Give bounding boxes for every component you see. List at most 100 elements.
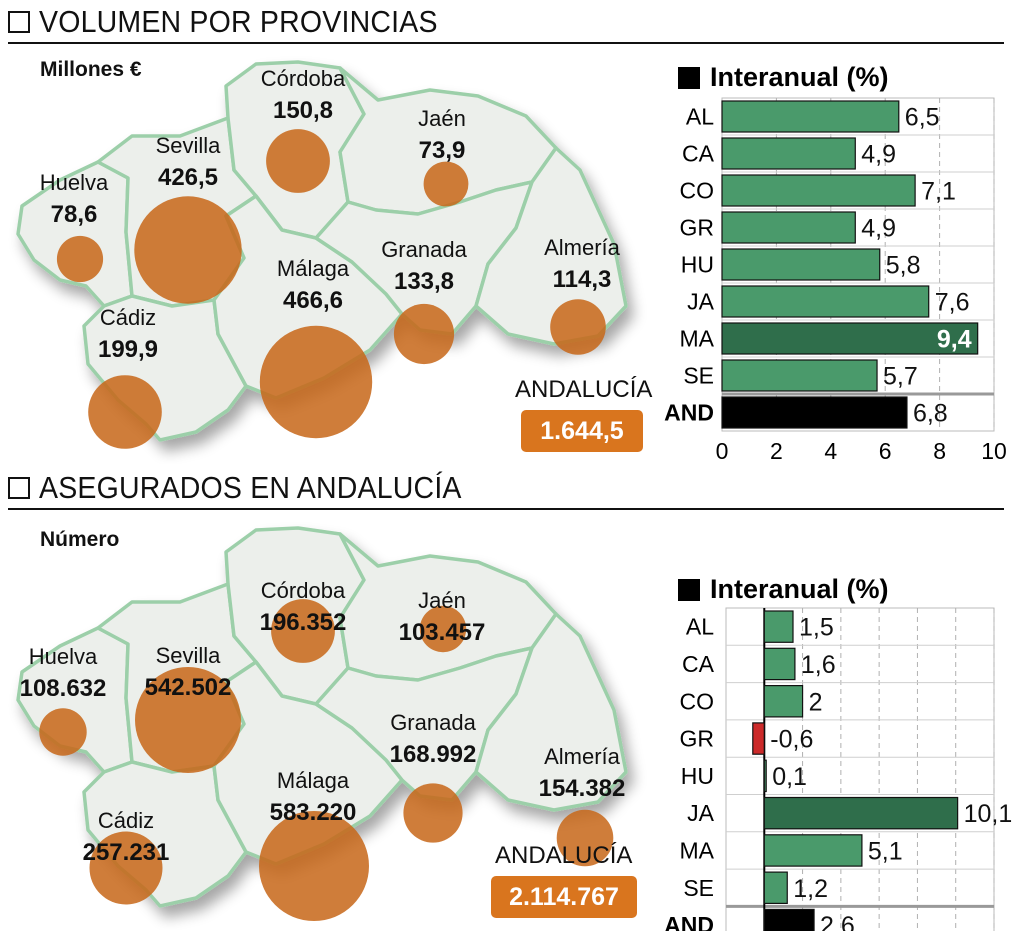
bar-ma bbox=[763, 834, 863, 867]
category-label-gr: GR bbox=[680, 726, 715, 752]
bubble-almeria bbox=[550, 299, 606, 355]
bubble-jaen bbox=[419, 605, 467, 653]
bar-se bbox=[763, 871, 788, 905]
category-label-ca: CA bbox=[682, 651, 715, 677]
bubble-cordoba bbox=[266, 129, 330, 193]
asegurados-section: ASEGURADOS EN ANDALUCÍA Número Huelva 108… bbox=[0, 466, 1020, 931]
province-shape-almeria bbox=[474, 612, 628, 812]
bar-hu bbox=[763, 759, 767, 793]
bubble-malaga bbox=[259, 811, 369, 921]
province-name-malaga: Málaga bbox=[277, 256, 350, 281]
chart-title-square-icon bbox=[678, 579, 700, 601]
value-label-al: 1,5 bbox=[799, 614, 834, 642]
bar-se bbox=[721, 359, 878, 392]
interanual-bar-chart-asegurados: Interanual (%) AL 1,5 CA 1,6 CO 2 GR -0,6 HU 0,1 JA… bbox=[664, 574, 1013, 931]
bubble-sevilla bbox=[135, 667, 241, 773]
x-tick-label: 6 bbox=[879, 438, 892, 464]
category-label-gr: GR bbox=[680, 215, 715, 241]
province-value-almeria: 114,3 bbox=[553, 266, 612, 293]
category-label-se: SE bbox=[683, 875, 714, 901]
value-label-al: 6,5 bbox=[905, 104, 940, 132]
category-label-ja: JA bbox=[687, 289, 715, 315]
bubble-almeria bbox=[556, 809, 614, 867]
value-label-and: 6,8 bbox=[913, 400, 948, 428]
bubble-huelva bbox=[56, 235, 104, 283]
bar-ja bbox=[763, 796, 959, 830]
bar-ca bbox=[721, 137, 856, 170]
bubble-granada bbox=[393, 303, 455, 365]
category-label-co: CO bbox=[680, 178, 715, 204]
x-tick-label: 8 bbox=[933, 438, 946, 464]
category-label-al: AL bbox=[686, 614, 714, 640]
chart-title: Interanual (%) bbox=[710, 574, 889, 604]
category-label-hu: HU bbox=[681, 252, 714, 278]
bar-al bbox=[721, 100, 900, 133]
total-label: ANDALUCÍA bbox=[495, 842, 633, 869]
province-value-cordoba: 196.352 bbox=[260, 609, 347, 636]
province-name-sevilla: Sevilla bbox=[156, 133, 222, 158]
province-name-cordoba: Córdoba bbox=[261, 66, 346, 91]
value-label-ca: 4,9 bbox=[861, 141, 896, 169]
bar-ja bbox=[721, 285, 930, 318]
section-title-text: ASEGURADOS EN ANDALUCÍA bbox=[39, 470, 462, 505]
bar-and bbox=[721, 396, 908, 429]
province-name-jaen: Jaén bbox=[418, 588, 466, 613]
category-label-ma: MA bbox=[680, 837, 715, 863]
province-name-huelva: Huelva bbox=[40, 170, 109, 195]
category-label-ca: CA bbox=[682, 141, 715, 167]
chart-title: Interanual (%) bbox=[710, 62, 889, 92]
value-label-hu: 5,8 bbox=[886, 252, 921, 280]
bar-al bbox=[763, 610, 794, 643]
province-name-almeria: Almería bbox=[544, 235, 621, 260]
province-value-granada: 168.992 bbox=[390, 741, 477, 768]
province-value-huelva: 108.632 bbox=[20, 675, 107, 702]
province-name-granada: Granada bbox=[381, 237, 467, 262]
section-title-volumen: VOLUMEN POR PROVINCIAS bbox=[8, 4, 472, 40]
bar-co bbox=[763, 685, 804, 718]
category-label-and: AND bbox=[664, 912, 714, 931]
bubble-sevilla bbox=[134, 196, 242, 304]
category-label-co: CO bbox=[680, 688, 715, 714]
province-value-jaen: 103.457 bbox=[399, 619, 486, 646]
province-name-huelva: Huelva bbox=[29, 644, 98, 669]
value-label-co: 7,1 bbox=[921, 178, 956, 206]
province-value-granada: 133,8 bbox=[394, 268, 454, 295]
province-value-cadiz: 257.231 bbox=[83, 839, 170, 866]
chart-title-square-icon bbox=[678, 67, 700, 89]
province-name-jaen: Jaén bbox=[418, 106, 466, 131]
province-value-sevilla: 542.502 bbox=[145, 674, 232, 701]
value-label-gr: 4,9 bbox=[861, 215, 896, 243]
interanual-bar-chart-volumen: Interanual (%) AL 6,5 CA 4,9 CO 7,1 GR 4,9 HU 5,8 J… bbox=[664, 62, 1007, 464]
bubble-malaga bbox=[259, 325, 373, 439]
total-label: ANDALUCÍA bbox=[515, 376, 653, 403]
square-icon bbox=[8, 11, 30, 33]
category-label-hu: HU bbox=[681, 763, 714, 789]
bar-gr bbox=[752, 722, 765, 755]
province-value-malaga: 583.220 bbox=[270, 799, 357, 826]
x-tick-label: 2 bbox=[770, 438, 783, 464]
bubble-granada bbox=[403, 783, 463, 843]
value-label-ja: 7,6 bbox=[935, 289, 970, 317]
bubble-cadiz bbox=[89, 831, 163, 905]
province-value-cordoba: 150,8 bbox=[273, 97, 333, 124]
value-label-ja: 10,1 bbox=[964, 800, 1013, 828]
value-label-ca: 1,6 bbox=[801, 651, 836, 679]
category-label-al: AL bbox=[686, 104, 714, 130]
bar-and bbox=[763, 908, 815, 931]
bar-hu bbox=[721, 248, 881, 281]
province-name-granada: Granada bbox=[390, 710, 476, 735]
unit-label: Millones € bbox=[40, 58, 142, 81]
value-label-ma: 9,4 bbox=[937, 326, 972, 354]
bubble-jaen bbox=[423, 161, 469, 207]
bubble-huelva bbox=[39, 708, 87, 756]
province-value-malaga: 466,6 bbox=[283, 287, 343, 314]
bubble-cordoba bbox=[271, 599, 335, 663]
value-label-gr: -0,6 bbox=[770, 726, 813, 754]
square-icon bbox=[8, 477, 30, 499]
province-value-jaen: 73,9 bbox=[419, 137, 466, 164]
province-name-sevilla: Sevilla bbox=[156, 643, 222, 668]
province-value-cadiz: 199,9 bbox=[98, 336, 158, 363]
province-value-almeria: 154.382 bbox=[539, 775, 626, 802]
category-label-se: SE bbox=[683, 363, 714, 389]
x-tick-label: 0 bbox=[716, 438, 729, 464]
